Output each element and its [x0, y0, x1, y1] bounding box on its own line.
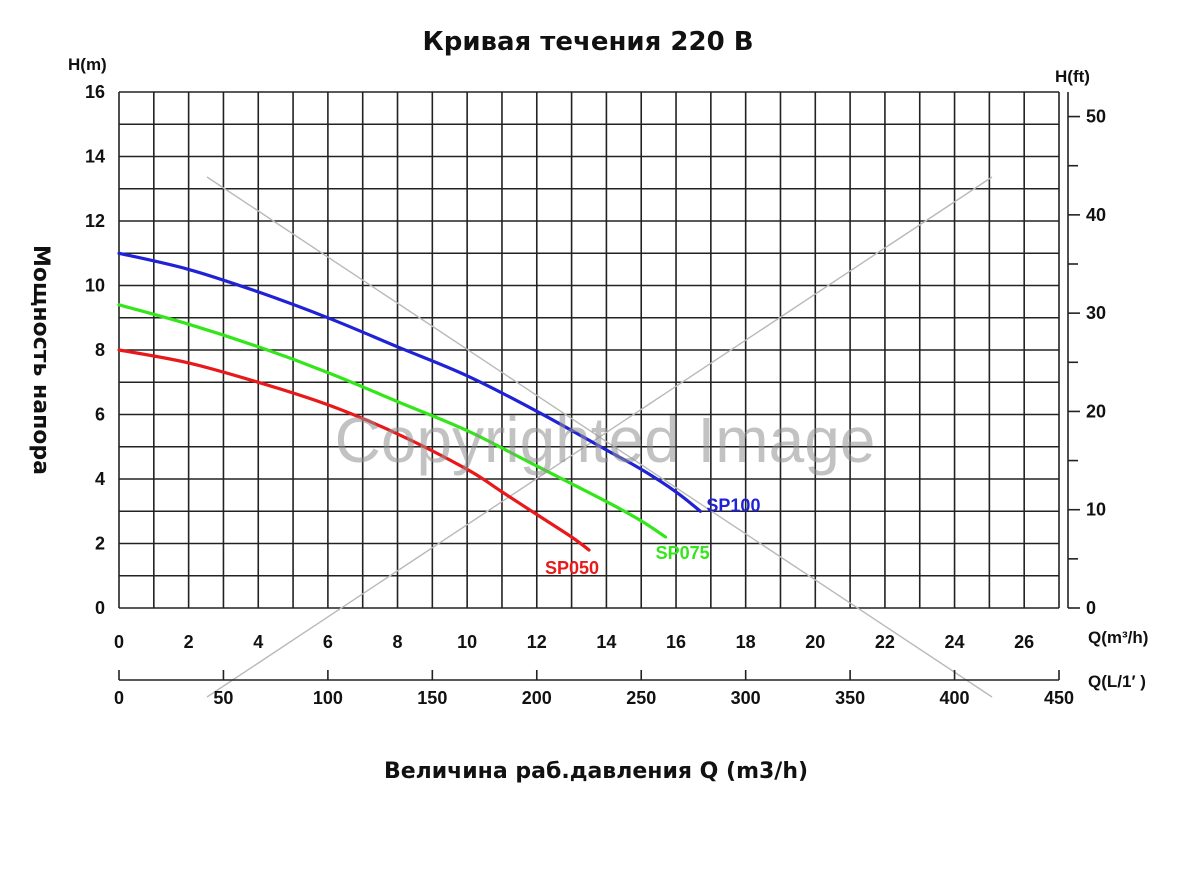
- x-tick-label: 18: [736, 632, 756, 652]
- secondary-x-tick-label: 200: [522, 688, 552, 708]
- x-axis-title: Величина раб.давления Q (m3/h): [384, 759, 808, 784]
- secondary-x-tick-label: 450: [1044, 688, 1074, 708]
- secondary-x-tick-label: 50: [213, 688, 233, 708]
- y-unit-left: H(m): [68, 55, 107, 74]
- x-tick-label: 12: [527, 632, 547, 652]
- secondary-x-tick-label: 400: [940, 688, 970, 708]
- series-line-sp050: [117, 348, 591, 552]
- x-tick-label: 8: [393, 632, 403, 652]
- x-tick-label: 0: [114, 632, 124, 652]
- watermark-line: [206, 176, 993, 698]
- y-tick-label: 10: [85, 276, 105, 296]
- y-tick-label: 2: [95, 534, 105, 554]
- plot-grid: [118, 91, 1060, 609]
- x-tick-label: 14: [596, 632, 616, 652]
- secondary-x-tick-label: 300: [731, 688, 761, 708]
- y-tick-label: 8: [95, 340, 105, 360]
- y-unit-right: H(ft): [1055, 67, 1090, 86]
- x-tick-label: 22: [875, 632, 895, 652]
- x-tick-label: 20: [805, 632, 825, 652]
- y-tick-label: 6: [95, 405, 105, 425]
- secondary-x-tick-label: 100: [313, 688, 343, 708]
- x-tick-label: 6: [323, 632, 333, 652]
- series-layer: SP050 SP075 SP100: [117, 251, 760, 578]
- right-tick-label: 0: [1086, 598, 1096, 618]
- chart-title: Кривая течения 220 В: [422, 27, 753, 57]
- x-tick-label: 10: [457, 632, 477, 652]
- right-tick-label: 20: [1086, 401, 1106, 421]
- y-tick-label: 14: [85, 147, 105, 167]
- watermark-text: Copyrighted Image: [335, 404, 876, 476]
- right-tick-label: 40: [1086, 205, 1106, 225]
- secondary-x-tick-label: 150: [417, 688, 447, 708]
- right-tick-label: 30: [1086, 303, 1106, 323]
- series-label-sp075: SP075: [656, 543, 710, 563]
- x-tick-label: 2: [184, 632, 194, 652]
- series-line-sp075: [117, 303, 668, 539]
- x-tick-label: 26: [1014, 632, 1034, 652]
- x-tick-label: 16: [666, 632, 686, 652]
- secondary-x-tick-label: 250: [626, 688, 656, 708]
- secondary-x-tick-label: 0: [114, 688, 124, 708]
- x-tick-label: 4: [253, 632, 263, 652]
- series-label-sp050: SP050: [545, 558, 599, 578]
- secondary-x-tick-label: 350: [835, 688, 865, 708]
- y-tick-label: 16: [85, 82, 105, 102]
- right-tick-label: 10: [1086, 500, 1106, 520]
- x-unit-secondary: Q(L/1′ ): [1088, 672, 1146, 691]
- y-tick-label: 0: [95, 598, 105, 618]
- watermark-lines: [206, 176, 993, 698]
- y-tick-label: 4: [95, 469, 105, 489]
- series-label-sp100: SP100: [706, 495, 760, 515]
- x-tick-label: 24: [945, 632, 965, 652]
- y-tick-label: 12: [85, 211, 105, 231]
- series-line-sp100: [117, 251, 702, 513]
- y-axis-title: Мощность напора: [28, 245, 53, 475]
- x-unit-primary: Q(m³/h): [1088, 628, 1148, 647]
- right-tick-label: 50: [1086, 107, 1106, 127]
